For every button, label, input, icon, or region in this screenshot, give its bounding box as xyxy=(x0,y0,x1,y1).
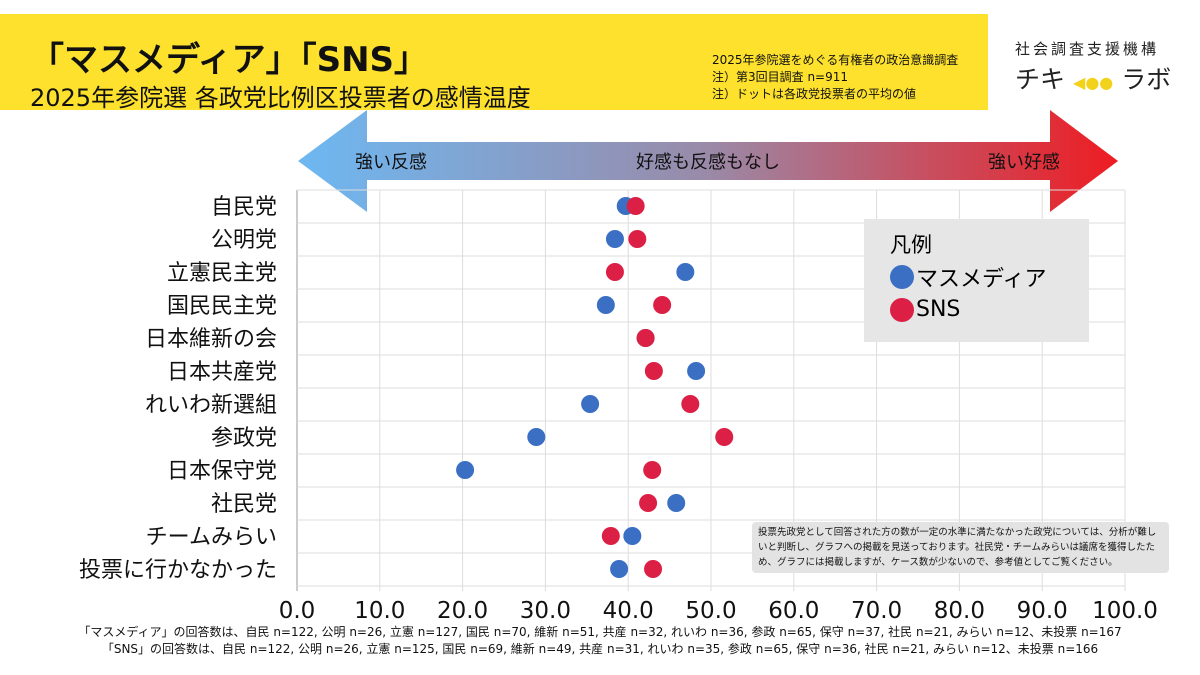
footer-line: 「マスメディア」の回答数は、自民 n=122, 公明 n=26, 立憲 n=12… xyxy=(78,625,1122,639)
sentiment-arrow xyxy=(298,110,1118,212)
category-label: 日本共産党 xyxy=(167,360,277,385)
x-tick-label: 100.0 xyxy=(1092,598,1158,624)
note-line: 2025年参院選をめぐる有権者の政治意識調査 xyxy=(712,53,959,67)
x-tick-label: 30.0 xyxy=(520,598,571,624)
mass-media-dot xyxy=(605,230,624,248)
x-tick-label: 0.0 xyxy=(279,598,316,624)
logo-text: ラボ xyxy=(1121,65,1172,94)
sns-dot xyxy=(644,560,663,578)
mass-media-dot xyxy=(610,560,629,578)
mass-media-dot xyxy=(581,395,600,413)
category-label: 立憲民主党 xyxy=(167,261,277,286)
note-line: 注）第3回目調査 n=911 xyxy=(712,70,849,84)
category-label: 公明党 xyxy=(211,228,277,253)
x-tick-label: 40.0 xyxy=(603,598,654,624)
footer-line: 「SNS」の回答数は、自民 n=122, 公明 n=26, 立憲 n=125, … xyxy=(101,642,1099,656)
logo-mark-icon: ◀●● xyxy=(1073,73,1114,92)
legend-item-mass: マスメディア xyxy=(890,261,1046,293)
logo: チキ ◀●● ラボ xyxy=(1015,60,1171,96)
sns-dot xyxy=(605,263,624,281)
x-tick-label: 80.0 xyxy=(934,598,985,624)
sns-dot xyxy=(653,296,672,314)
category-label: 日本維新の会 xyxy=(145,327,277,352)
mass-media-dot xyxy=(687,362,706,380)
mass-media-dot xyxy=(596,296,615,314)
legend-item-sns: SNS xyxy=(890,297,960,322)
chart-subtitle: 2025年参院選 各政党比例区投票者の感情温度 xyxy=(30,84,531,112)
logo-org: 社会調査支援機構 xyxy=(1015,40,1160,58)
x-tick-label: 90.0 xyxy=(1017,598,1068,624)
sns-dot xyxy=(644,362,663,380)
header-banner: 「マスメディア」「SNS」 2025年参院選 各政党比例区投票者の感情温度 20… xyxy=(0,14,988,112)
sns-dot xyxy=(715,428,734,446)
mass-media-dot xyxy=(676,263,695,281)
logo-text: チキ xyxy=(1015,65,1066,94)
note-box: 投票先政党として回答された方の数が一定の水準に満たなかった政党については、分析が… xyxy=(752,522,1169,573)
sns-dot xyxy=(601,527,620,545)
sns-dot xyxy=(681,395,700,413)
x-tick-label: 60.0 xyxy=(768,598,819,624)
category-label: 自民党 xyxy=(211,195,277,220)
sns-dot xyxy=(628,230,647,248)
footer: 「マスメディア」の回答数は、自民 n=122, 公明 n=26, 立憲 n=12… xyxy=(0,624,1200,658)
category-label: チームみらい xyxy=(146,525,277,550)
x-tick-label: 50.0 xyxy=(685,598,736,624)
legend-title: 凡例 xyxy=(890,233,932,257)
category-label: 日本保守党 xyxy=(167,459,277,484)
note-line: 注）ドットは各政党投票者の平均の値 xyxy=(712,87,917,101)
red-dot-icon xyxy=(890,297,914,322)
sns-dot xyxy=(643,461,662,479)
sns-dot xyxy=(639,494,658,512)
category-label: 社民党 xyxy=(211,492,277,517)
mass-media-dot xyxy=(456,461,475,479)
survey-notes: 2025年参院選をめぐる有権者の政治意識調査 注）第3回目調査 n=911 注）… xyxy=(712,52,958,103)
mass-media-dot xyxy=(623,527,642,545)
category-label: れいわ新選組 xyxy=(145,393,277,418)
arrow-label-right: 強い好感 xyxy=(988,152,1060,173)
x-tick-label: 20.0 xyxy=(437,598,488,624)
legend: 凡例 マスメディア SNS xyxy=(864,219,1089,342)
blue-dot-icon xyxy=(890,265,914,289)
category-label: 国民民主党 xyxy=(167,294,277,319)
arrow-label-center: 好感も反感もなし xyxy=(636,152,780,173)
legend-label: マスメディア xyxy=(916,267,1047,292)
x-tick-label: 10.0 xyxy=(354,598,405,624)
x-tick-label: 70.0 xyxy=(851,598,902,624)
mass-media-dot xyxy=(527,428,546,446)
category-label: 投票に行かなかった xyxy=(79,558,277,583)
mass-media-dot xyxy=(667,494,686,512)
sns-dot xyxy=(636,329,655,347)
arrow-label-left: 強い反感 xyxy=(355,152,427,173)
legend-label: SNS xyxy=(916,297,961,322)
category-label: 参政党 xyxy=(211,426,277,451)
sns-dot xyxy=(626,197,645,215)
chart-title: 「マスメディア」「SNS」 xyxy=(30,40,429,80)
